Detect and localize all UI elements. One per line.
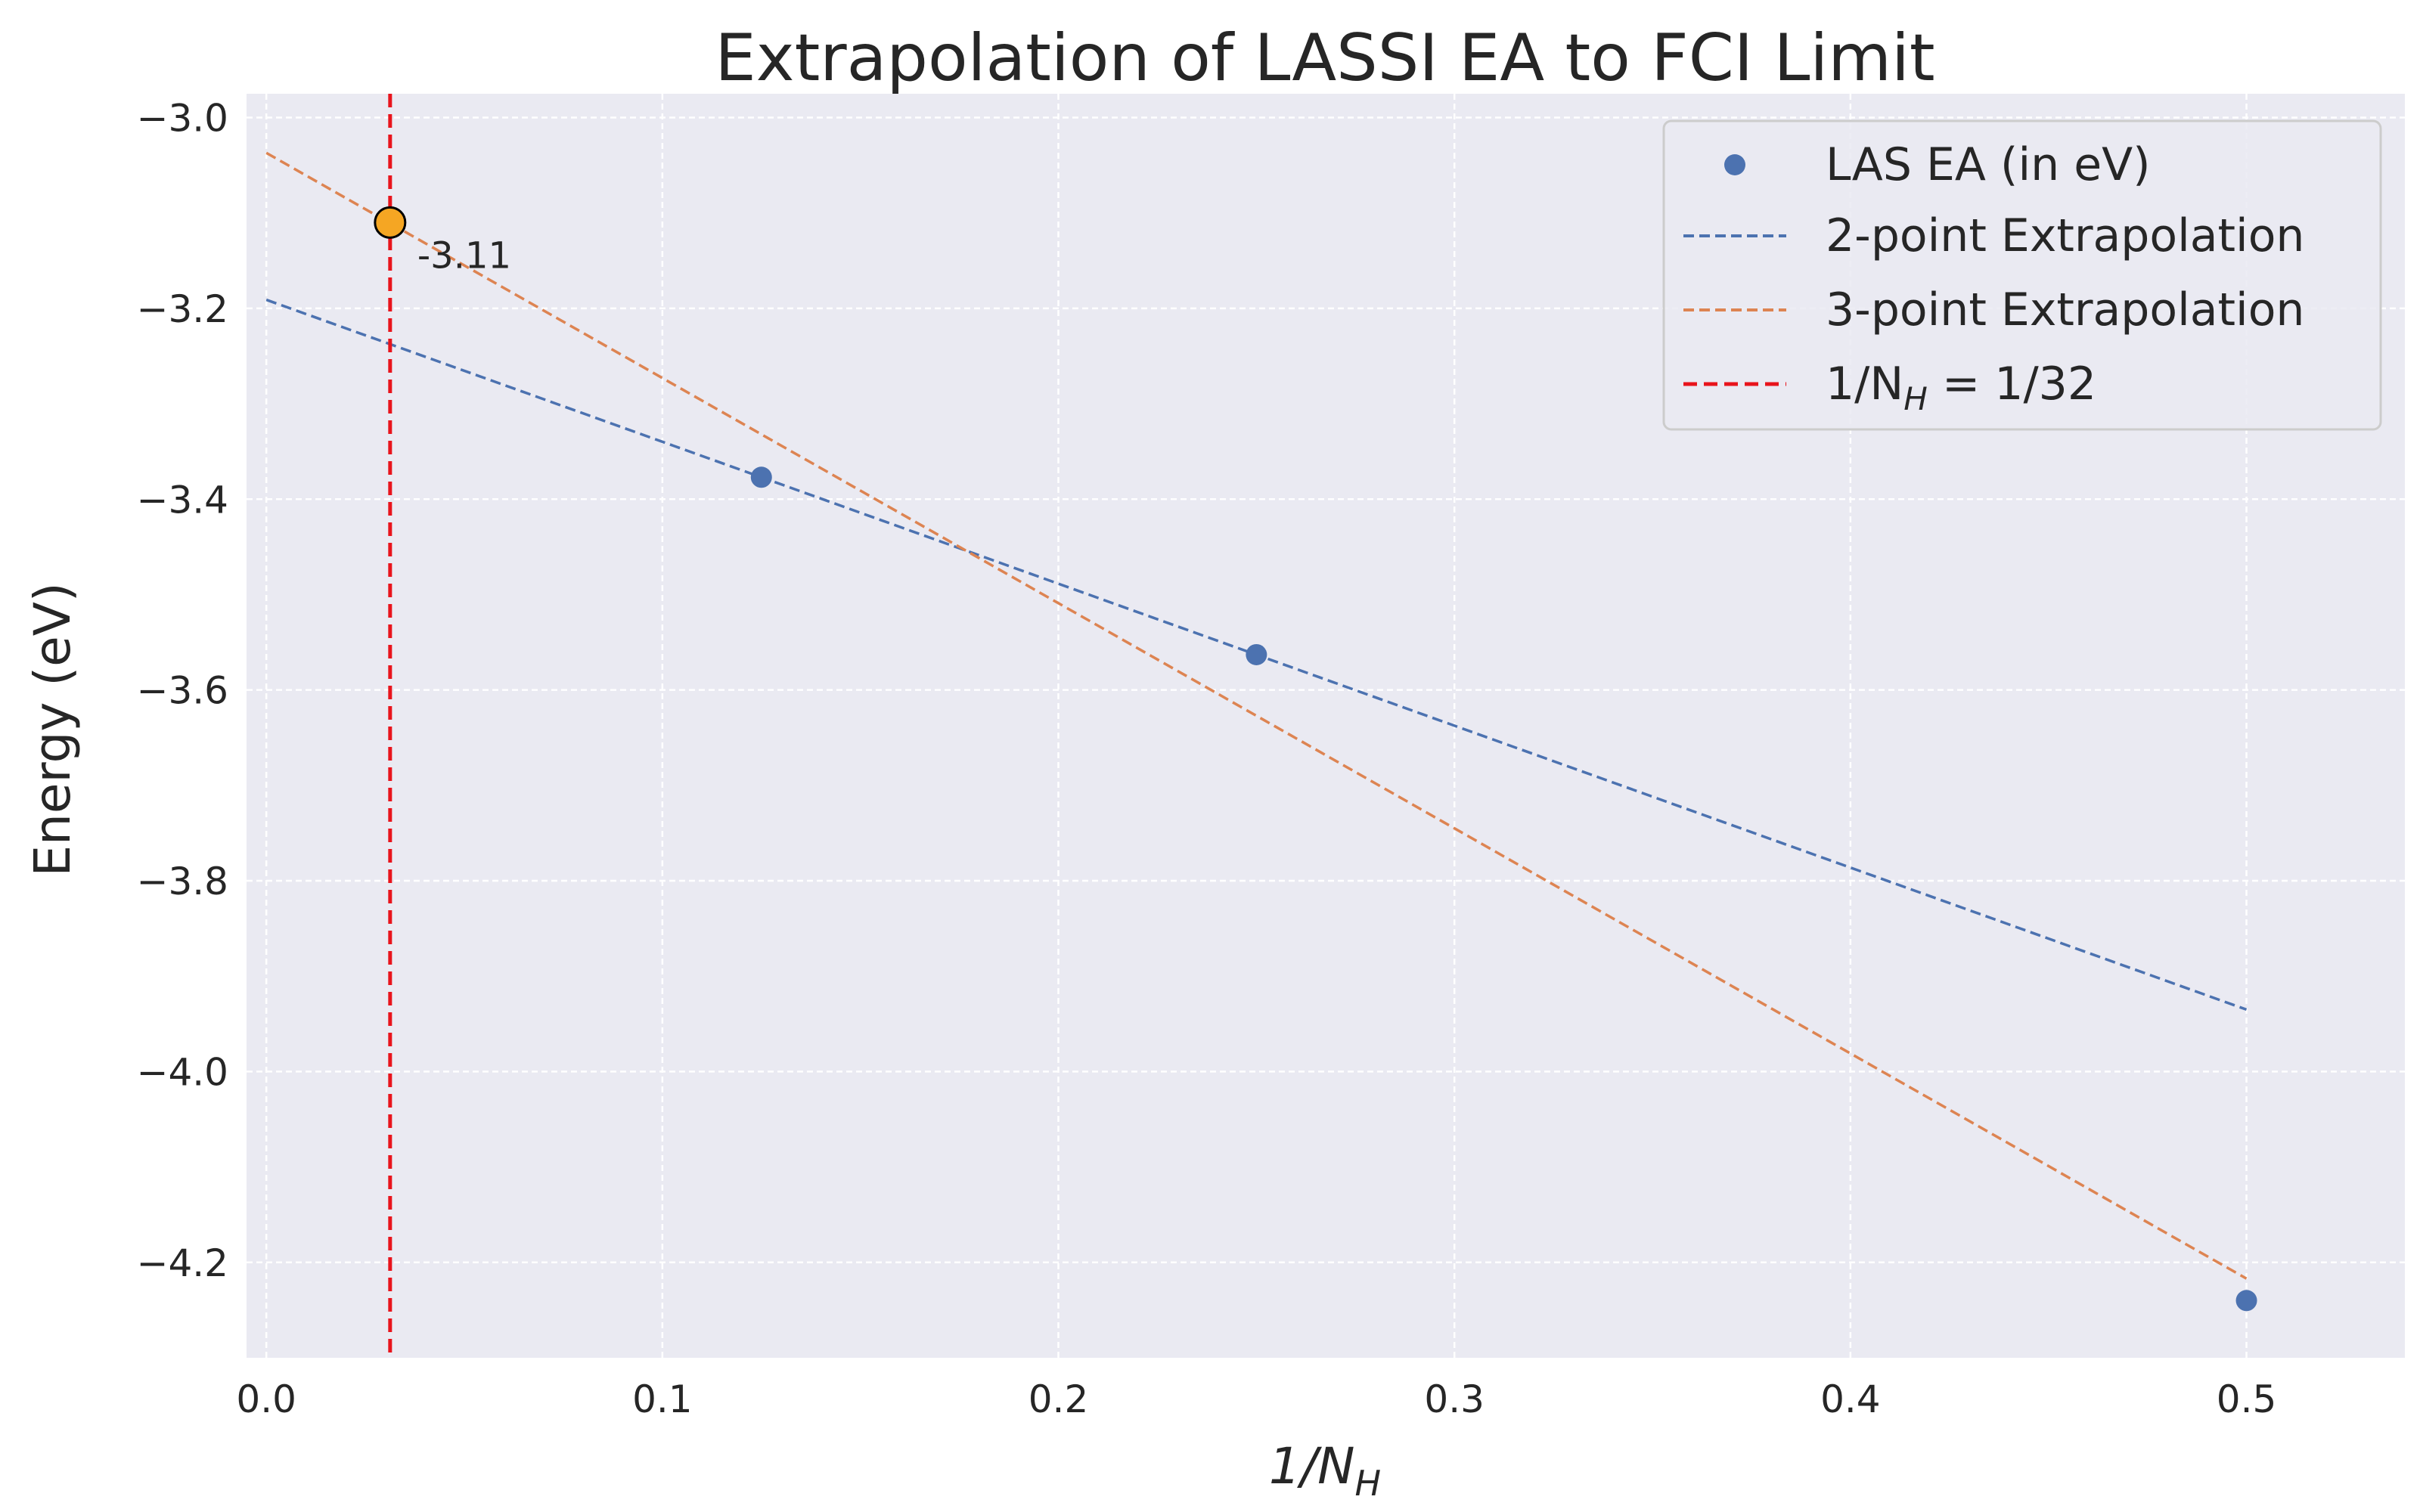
- annotations: -3.11: [374, 206, 511, 277]
- y-tick-label: −3.0: [137, 97, 228, 141]
- x-tick-label: 0.3: [1424, 1377, 1485, 1421]
- y-axis-label: Energy (eV): [23, 582, 82, 876]
- legend-marker-las-ea: [1724, 154, 1745, 175]
- x-tick-label: 0.4: [1820, 1377, 1881, 1421]
- legend-label-vline-suffix: = 1/32: [1928, 358, 2096, 411]
- y-tick-label: −4.0: [137, 1050, 228, 1094]
- legend-frame: [1662, 119, 2382, 431]
- series: [265, 94, 2257, 1358]
- y-axis-ticks: −3.0 −3.2 −3.4 −3.6 −3.8 −4.0 −4.2: [137, 97, 228, 1285]
- extrapolation-line-2: [265, 151, 2248, 1280]
- x-tick-label: 0.1: [632, 1377, 693, 1421]
- legend-label-vline-subscript: H: [1903, 380, 1928, 417]
- y-tick-label: −3.4: [137, 478, 228, 522]
- legend-label-las-ea: LAS EA (in eV): [1826, 138, 2151, 191]
- grid: [247, 94, 2405, 1358]
- y-tick-label: −3.6: [137, 669, 228, 713]
- legend-label-3-point: 3-point Extrapolation: [1826, 284, 2304, 336]
- x-tick-label: 0.2: [1028, 1377, 1089, 1421]
- data-point: [750, 466, 772, 488]
- legend-label-vline: 1/NH = 1/32: [1826, 358, 2096, 417]
- data-point: [1246, 643, 1267, 665]
- y-tick-label: −3.2: [137, 287, 228, 331]
- legend-label-2-point: 2-point Extrapolation: [1826, 209, 2304, 262]
- highlight-point: [374, 206, 407, 239]
- x-axis-ticks: 0.0 0.1 0.2 0.3 0.4 0.5: [236, 1377, 2276, 1421]
- data-point: [2235, 1290, 2257, 1312]
- x-axis-label: 1/NH: [1269, 1437, 1381, 1504]
- y-tick-label: −3.8: [137, 860, 228, 903]
- x-tick-label: 0.0: [236, 1377, 296, 1421]
- highlight-label: -3.11: [417, 234, 511, 277]
- y-tick-label: −4.2: [137, 1241, 228, 1285]
- legend-label-vline-main: 1/N: [1826, 358, 1903, 411]
- x-tick-label: 0.5: [2217, 1377, 2277, 1421]
- x-axis-label-main: 1/N: [1269, 1437, 1355, 1495]
- chart-title: Extrapolation of LASSI EA to FCI Limit: [715, 20, 1934, 96]
- legend: LAS EA (in eV) 2-point Extrapolation 3-p…: [1662, 119, 2382, 431]
- x-axis-label-subscript: H: [1355, 1463, 1382, 1504]
